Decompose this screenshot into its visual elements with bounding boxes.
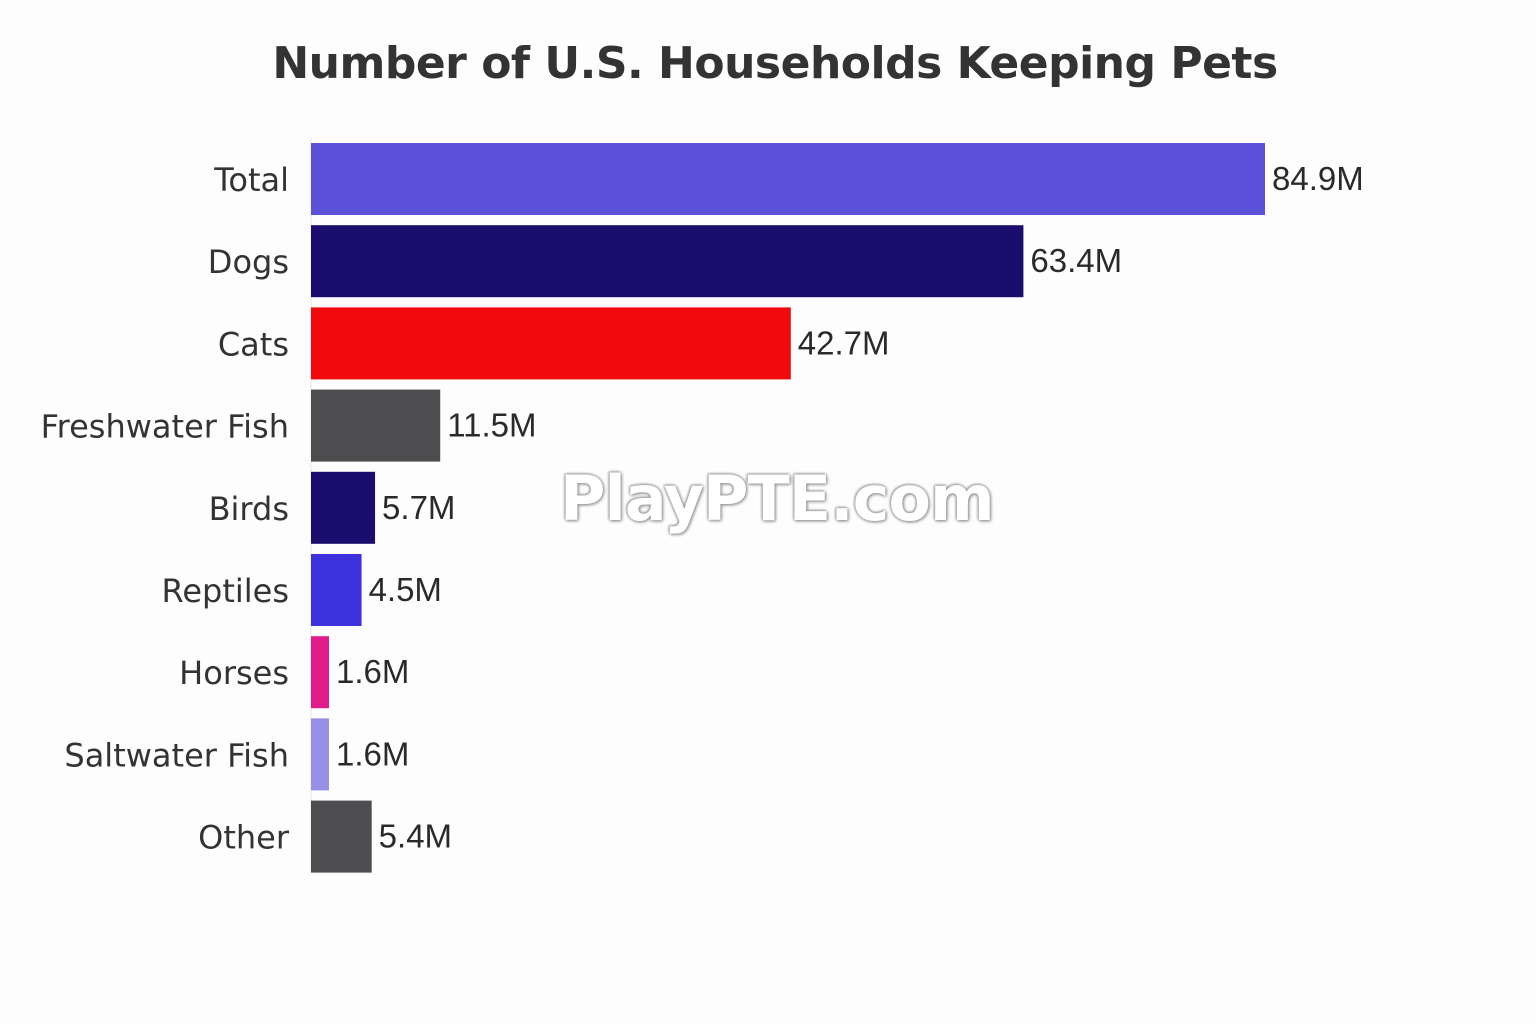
bar-freshwater-fish (311, 389, 441, 462)
category-label: Horses (179, 654, 289, 692)
value-label: 5.4M (379, 818, 452, 855)
value-label: 1.6M (336, 735, 409, 772)
value-label: 1.6M (336, 653, 409, 690)
bar-saltwater-fish (311, 718, 329, 791)
value-label: 63.4M (1030, 242, 1122, 279)
bar-other (311, 800, 372, 873)
value-label: 11.5M (447, 407, 536, 444)
bar-total (311, 143, 1265, 215)
bar-reptiles (311, 554, 362, 626)
bar-horses (311, 636, 329, 709)
category-label: Birds (209, 490, 289, 528)
bar-cats (311, 307, 791, 380)
category-label: Total (213, 161, 289, 199)
category-label: Cats (218, 325, 289, 363)
category-label: Freshwater Fish (41, 408, 289, 446)
category-label: Reptiles (162, 572, 289, 610)
bar-dogs (311, 225, 1024, 298)
value-label: 84.9M (1272, 160, 1364, 197)
value-label: 4.5M (369, 571, 442, 608)
chart-title: Number of U.S. Households Keeping Pets (272, 38, 1278, 89)
value-label: 42.7M (798, 324, 890, 361)
value-label: 5.7M (382, 489, 455, 526)
watermark: PlayPTE.com (560, 462, 995, 535)
bar-birds (311, 471, 376, 544)
category-label: Dogs (208, 243, 289, 281)
category-label: Saltwater Fish (64, 736, 289, 774)
category-label: Other (198, 819, 290, 857)
